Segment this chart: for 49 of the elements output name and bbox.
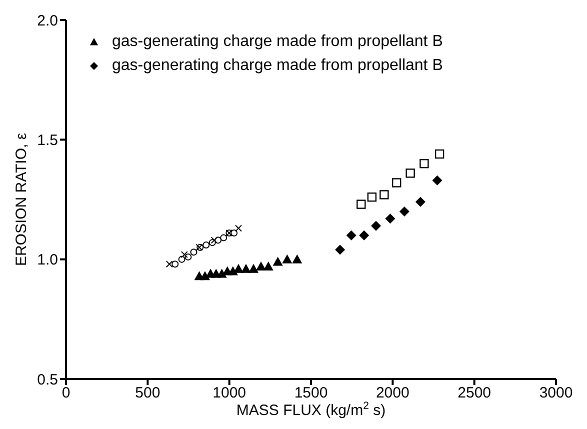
point (228, 266, 238, 276)
x-tick-label: 500 (135, 384, 160, 402)
point (434, 149, 444, 159)
point (178, 256, 186, 263)
point (190, 248, 198, 256)
point (234, 224, 242, 232)
point (256, 262, 266, 271)
point (346, 230, 356, 240)
point (230, 230, 238, 237)
point (272, 256, 283, 266)
point (385, 214, 396, 224)
x-tick-label: 0 (62, 384, 70, 402)
point (367, 192, 377, 202)
y-tick-label: 0.5 (37, 371, 58, 388)
y-tick-label: 2.0 (37, 12, 58, 30)
point (406, 168, 415, 178)
point (282, 254, 292, 264)
point (415, 196, 426, 207)
point (392, 178, 402, 188)
point (172, 260, 179, 268)
point (359, 230, 370, 240)
x-tick-label: 2000 (376, 384, 410, 402)
x-axis-title: MASS FLUX (kg/m$^{2}$ s) (236, 400, 386, 419)
point (420, 159, 429, 168)
y-tick-label: 1.5 (37, 132, 58, 149)
point (292, 254, 302, 264)
point (432, 175, 442, 186)
point (184, 253, 192, 260)
x-tick-label: 1000 (212, 384, 246, 402)
point (210, 236, 218, 244)
y-tick-label: 1.0 (37, 252, 58, 269)
point (371, 220, 382, 231)
point (240, 264, 251, 273)
point (202, 241, 210, 248)
x-tick-label: 1500 (294, 384, 328, 402)
point (220, 234, 228, 242)
point (356, 200, 366, 209)
point (166, 260, 173, 268)
legend-label: gas-generating charge made from propellant B (112, 57, 443, 75)
point (335, 244, 346, 255)
legend-label: gas-generating charge made from propellant B (112, 33, 443, 51)
y-axis-title: EROSION RATIO, ε (13, 132, 30, 266)
point (380, 190, 389, 200)
point (263, 262, 274, 271)
x-tick-label: 3000 (539, 384, 573, 402)
x-tick-label: 2500 (458, 384, 492, 402)
point (248, 264, 259, 273)
point (180, 251, 188, 258)
point (399, 206, 410, 216)
